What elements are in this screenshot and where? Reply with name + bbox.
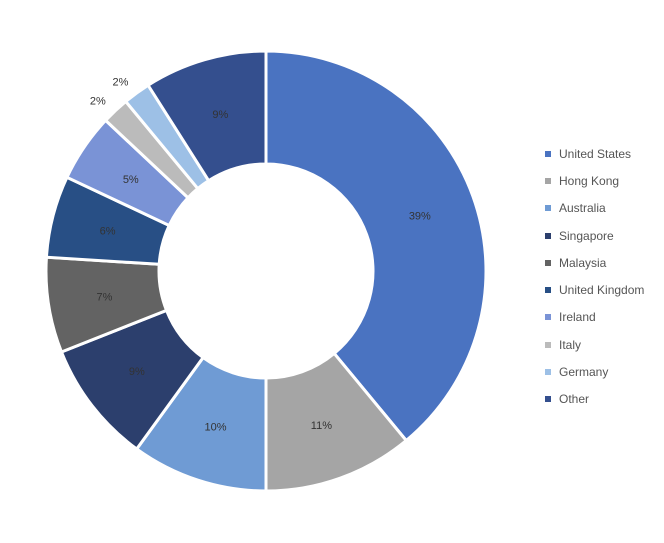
legend-swatch xyxy=(545,369,551,376)
data-label-australia: 10% xyxy=(204,421,226,433)
legend-label: Germany xyxy=(559,365,609,380)
legend-swatch xyxy=(545,177,551,184)
legend-label: United States xyxy=(559,146,632,161)
data-label-other: 9% xyxy=(212,109,228,121)
legend-item-malaysia: Malaysia xyxy=(545,249,644,276)
legend-label: Australia xyxy=(559,201,606,216)
legend-swatch xyxy=(545,287,551,294)
legend-swatch xyxy=(545,396,551,403)
legend-label: Malaysia xyxy=(559,255,607,270)
legend-label: Ireland xyxy=(559,310,596,325)
legend-item-australia: Australia xyxy=(545,195,644,222)
data-label-united-states: 39% xyxy=(409,211,431,223)
data-label-hong-kong: 11% xyxy=(311,420,332,432)
slice-other xyxy=(146,49,268,183)
legend-item-ireland: Ireland xyxy=(545,304,644,331)
legend-label: Hong Kong xyxy=(559,173,620,188)
legend-item-hong-kong: Hong Kong xyxy=(545,167,644,194)
data-label-united-kingdom: 6% xyxy=(100,225,116,237)
legend-item-united-kingdom: United Kingdom xyxy=(545,276,644,303)
legend-label: Italy xyxy=(559,337,582,352)
legend-swatch xyxy=(545,341,551,348)
legend-item-united-states: United States xyxy=(545,140,644,167)
legend-swatch xyxy=(545,232,551,239)
legend-swatch xyxy=(545,259,551,266)
slice-united-states xyxy=(264,49,488,443)
data-label-germany: 2% xyxy=(113,77,129,89)
legend-item-other: Other xyxy=(545,386,644,413)
legend-item-singapore: Singapore xyxy=(545,222,644,249)
legend-swatch xyxy=(545,205,551,212)
legend-label: United Kingdom xyxy=(559,283,645,298)
data-label-malaysia: 7% xyxy=(97,292,113,304)
legend-label: Other xyxy=(559,392,590,407)
chart-legend: United States Hong Kong Australia Singapore… xyxy=(545,140,644,413)
legend-item-italy: Italy xyxy=(545,331,644,358)
data-label-ireland: 5% xyxy=(123,174,139,186)
legend-label: Singapore xyxy=(559,228,614,243)
legend-item-germany: Germany xyxy=(545,358,644,385)
legend-swatch xyxy=(545,150,551,157)
legend-swatch xyxy=(545,314,551,321)
data-label-italy: 2% xyxy=(90,95,106,107)
data-label-singapore: 9% xyxy=(129,366,145,378)
